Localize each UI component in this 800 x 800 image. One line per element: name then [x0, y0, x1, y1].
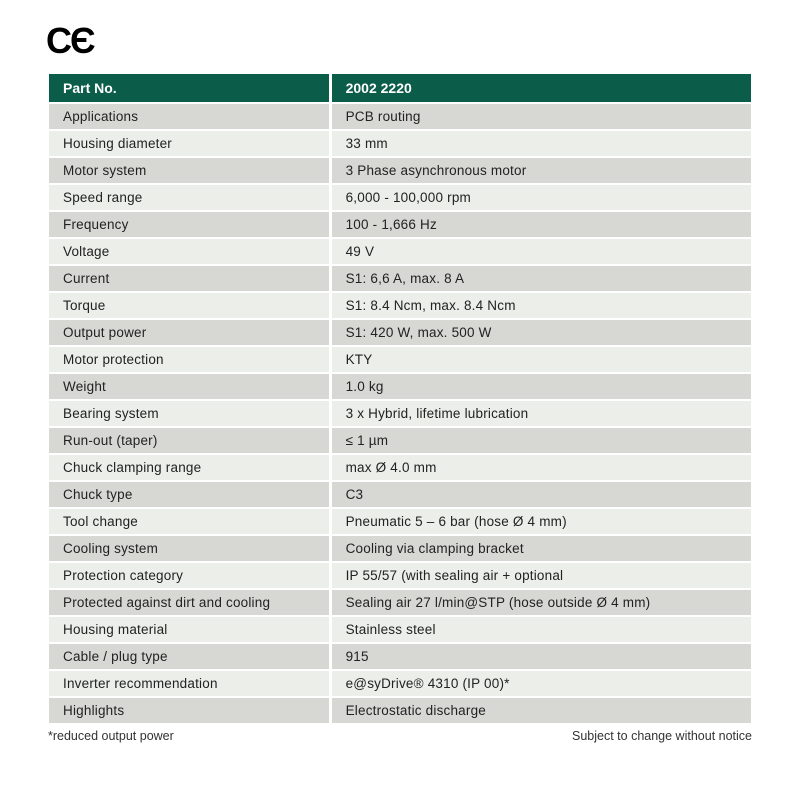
- spec-value: Stainless steel: [332, 617, 751, 642]
- spec-label: Protected against dirt and cooling: [49, 590, 329, 615]
- spec-value: KTY: [332, 347, 751, 372]
- spec-label: Current: [49, 266, 329, 291]
- table-row: Motor system3 Phase asynchronous motor: [49, 158, 751, 183]
- spec-value: 49 V: [332, 239, 751, 264]
- spec-value: 100 - 1,666 Hz: [332, 212, 751, 237]
- spec-label: Torque: [49, 293, 329, 318]
- spec-value: S1: 420 W, max. 500 W: [332, 320, 751, 345]
- table-row: Speed range6,000 - 100,000 rpm: [49, 185, 751, 210]
- spec-label: Housing material: [49, 617, 329, 642]
- table-row: Run-out (taper)≤ 1 µm: [49, 428, 751, 453]
- table-row: ApplicationsPCB routing: [49, 104, 751, 129]
- table-row: Protection categoryIP 55/57 (with sealin…: [49, 563, 751, 588]
- spec-value: IP 55/57 (with sealing air + optional: [332, 563, 751, 588]
- spec-label: Motor protection: [49, 347, 329, 372]
- table-row: Chuck typeC3: [49, 482, 751, 507]
- table-row: Chuck clamping rangemax Ø 4.0 mm: [49, 455, 751, 480]
- table-header-row: Part No. 2002 2220: [49, 74, 751, 102]
- spec-label: Weight: [49, 374, 329, 399]
- spec-value: e@syDrive® 4310 (IP 00)*: [332, 671, 751, 696]
- spec-value: C3: [332, 482, 751, 507]
- header-part-no: Part No.: [49, 74, 329, 102]
- ce-mark: CЄ: [46, 20, 754, 62]
- spec-value: 33 mm: [332, 131, 751, 156]
- table-row: HighlightsElectrostatic discharge: [49, 698, 751, 723]
- spec-value: 915: [332, 644, 751, 669]
- spec-label: Chuck clamping range: [49, 455, 329, 480]
- spec-value: PCB routing: [332, 104, 751, 129]
- spec-label: Tool change: [49, 509, 329, 534]
- spec-value: 6,000 - 100,000 rpm: [332, 185, 751, 210]
- spec-value: ≤ 1 µm: [332, 428, 751, 453]
- table-row: Tool changePneumatic 5 – 6 bar (hose Ø 4…: [49, 509, 751, 534]
- spec-label: Inverter recommendation: [49, 671, 329, 696]
- spec-value: Cooling via clamping bracket: [332, 536, 751, 561]
- table-row: TorqueS1: 8.4 Ncm, max. 8.4 Ncm: [49, 293, 751, 318]
- spec-label: Voltage: [49, 239, 329, 264]
- table-row: CurrentS1: 6,6 A, max. 8 A: [49, 266, 751, 291]
- spec-table: Part No. 2002 2220 ApplicationsPCB routi…: [46, 72, 754, 725]
- spec-value: S1: 8.4 Ncm, max. 8.4 Ncm: [332, 293, 751, 318]
- spec-label: Housing diameter: [49, 131, 329, 156]
- table-row: Protected against dirt and coolingSealin…: [49, 590, 751, 615]
- table-row: Weight1.0 kg: [49, 374, 751, 399]
- spec-value: max Ø 4.0 mm: [332, 455, 751, 480]
- spec-value: 3 x Hybrid, lifetime lubrication: [332, 401, 751, 426]
- table-row: Frequency100 - 1,666 Hz: [49, 212, 751, 237]
- spec-label: Cooling system: [49, 536, 329, 561]
- header-part-value: 2002 2220: [332, 74, 751, 102]
- table-row: Cooling systemCooling via clamping brack…: [49, 536, 751, 561]
- spec-label: Highlights: [49, 698, 329, 723]
- footnotes: *reduced output power Subject to change …: [46, 729, 754, 743]
- spec-value: 1.0 kg: [332, 374, 751, 399]
- spec-label: Run-out (taper): [49, 428, 329, 453]
- footnote-right: Subject to change without notice: [572, 729, 752, 743]
- table-row: Output powerS1: 420 W, max. 500 W: [49, 320, 751, 345]
- table-row: Housing materialStainless steel: [49, 617, 751, 642]
- spec-label: Output power: [49, 320, 329, 345]
- footnote-left: *reduced output power: [48, 729, 174, 743]
- table-row: Inverter recommendatione@syDrive® 4310 (…: [49, 671, 751, 696]
- table-row: Motor protectionKTY: [49, 347, 751, 372]
- table-row: Bearing system3 x Hybrid, lifetime lubri…: [49, 401, 751, 426]
- spec-label: Motor system: [49, 158, 329, 183]
- spec-label: Bearing system: [49, 401, 329, 426]
- spec-value: S1: 6,6 A, max. 8 A: [332, 266, 751, 291]
- table-row: Voltage49 V: [49, 239, 751, 264]
- spec-value: 3 Phase asynchronous motor: [332, 158, 751, 183]
- table-row: Housing diameter33 mm: [49, 131, 751, 156]
- spec-value: Pneumatic 5 – 6 bar (hose Ø 4 mm): [332, 509, 751, 534]
- table-row: Cable / plug type915: [49, 644, 751, 669]
- spec-label: Speed range: [49, 185, 329, 210]
- spec-label: Chuck type: [49, 482, 329, 507]
- spec-label: Frequency: [49, 212, 329, 237]
- spec-label: Protection category: [49, 563, 329, 588]
- spec-value: Sealing air 27 l/min@STP (hose outside Ø…: [332, 590, 751, 615]
- spec-label: Applications: [49, 104, 329, 129]
- spec-label: Cable / plug type: [49, 644, 329, 669]
- spec-value: Electrostatic discharge: [332, 698, 751, 723]
